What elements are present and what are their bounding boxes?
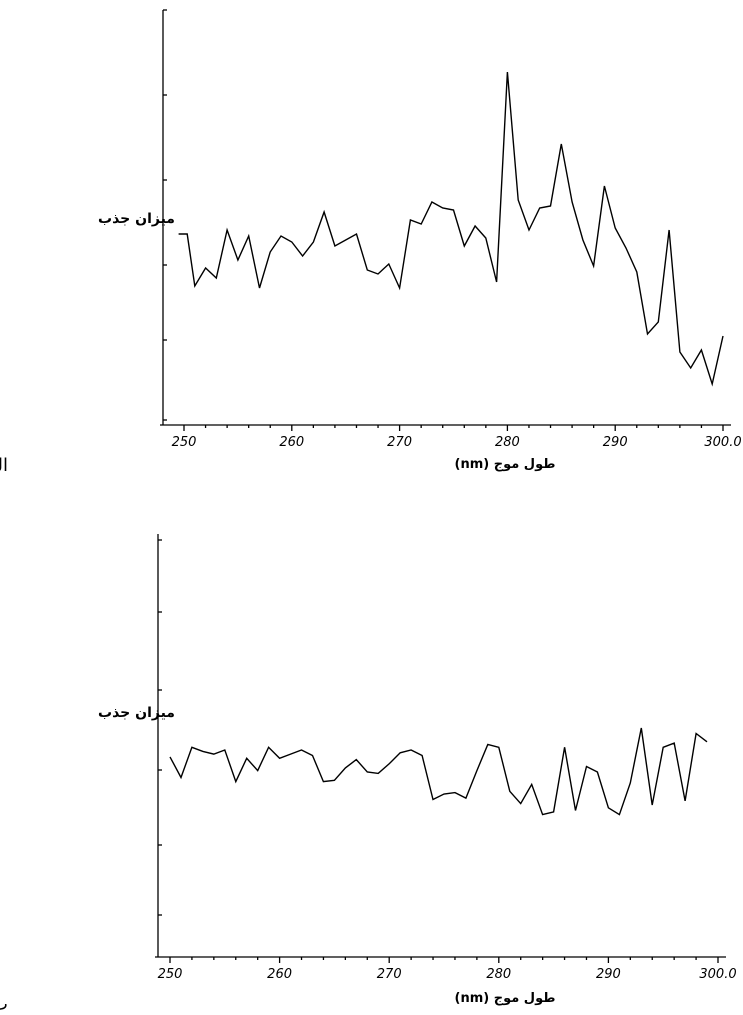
x-tick-label-a-0: 250 xyxy=(172,435,197,450)
panel-label-a: الف xyxy=(0,455,8,476)
x-tick-label-b-4: 290 xyxy=(596,967,621,982)
x-tick-label-a-3: 280 xyxy=(495,435,520,450)
x-tick-label-b-0: 250 xyxy=(158,967,183,982)
chart-panel-a: 250 260 270 280 290 300.0 میزان جذب طول موج (… xyxy=(0,9,742,476)
tick-labels-a: 250 260 270 280 290 300.0 xyxy=(172,435,742,450)
x-axis-label-a: طول موج (nm) xyxy=(454,457,555,472)
y-axis-label-b: میزان جذب xyxy=(98,705,175,721)
y-axis-a xyxy=(162,9,167,425)
x-tick-label-a-4: 290 xyxy=(603,435,628,450)
series-b xyxy=(169,727,708,816)
x-axis-a xyxy=(160,424,731,431)
panel-label-b: ب xyxy=(0,994,8,1015)
x-axis-b xyxy=(155,956,726,963)
y-axis-b xyxy=(157,534,162,957)
x-tick-label-a-2: 270 xyxy=(387,435,412,450)
x-tick-label-b-2: 270 xyxy=(377,967,402,982)
x-tick-label-b-5: 300.0 xyxy=(699,967,736,982)
x-tick-label-a-1: 260 xyxy=(279,435,304,450)
absorbance-line-b xyxy=(169,727,708,816)
x-axis-label-b: طول موج (nm) xyxy=(454,991,555,1006)
x-tick-label-a-5: 300.0 xyxy=(704,435,741,450)
x-tick-label-b-1: 260 xyxy=(267,967,292,982)
chart-panel-b: 250 260 270 280 290 300.0 میزان جذب طول موج (… xyxy=(0,534,737,1015)
tick-labels-b: 250 260 270 280 290 300.0 xyxy=(158,967,737,982)
x-tick-label-b-3: 280 xyxy=(486,967,511,982)
absorbance-line-a xyxy=(178,71,724,387)
y-axis-label-a: میزان جذب xyxy=(98,211,175,227)
series-a xyxy=(178,71,724,387)
